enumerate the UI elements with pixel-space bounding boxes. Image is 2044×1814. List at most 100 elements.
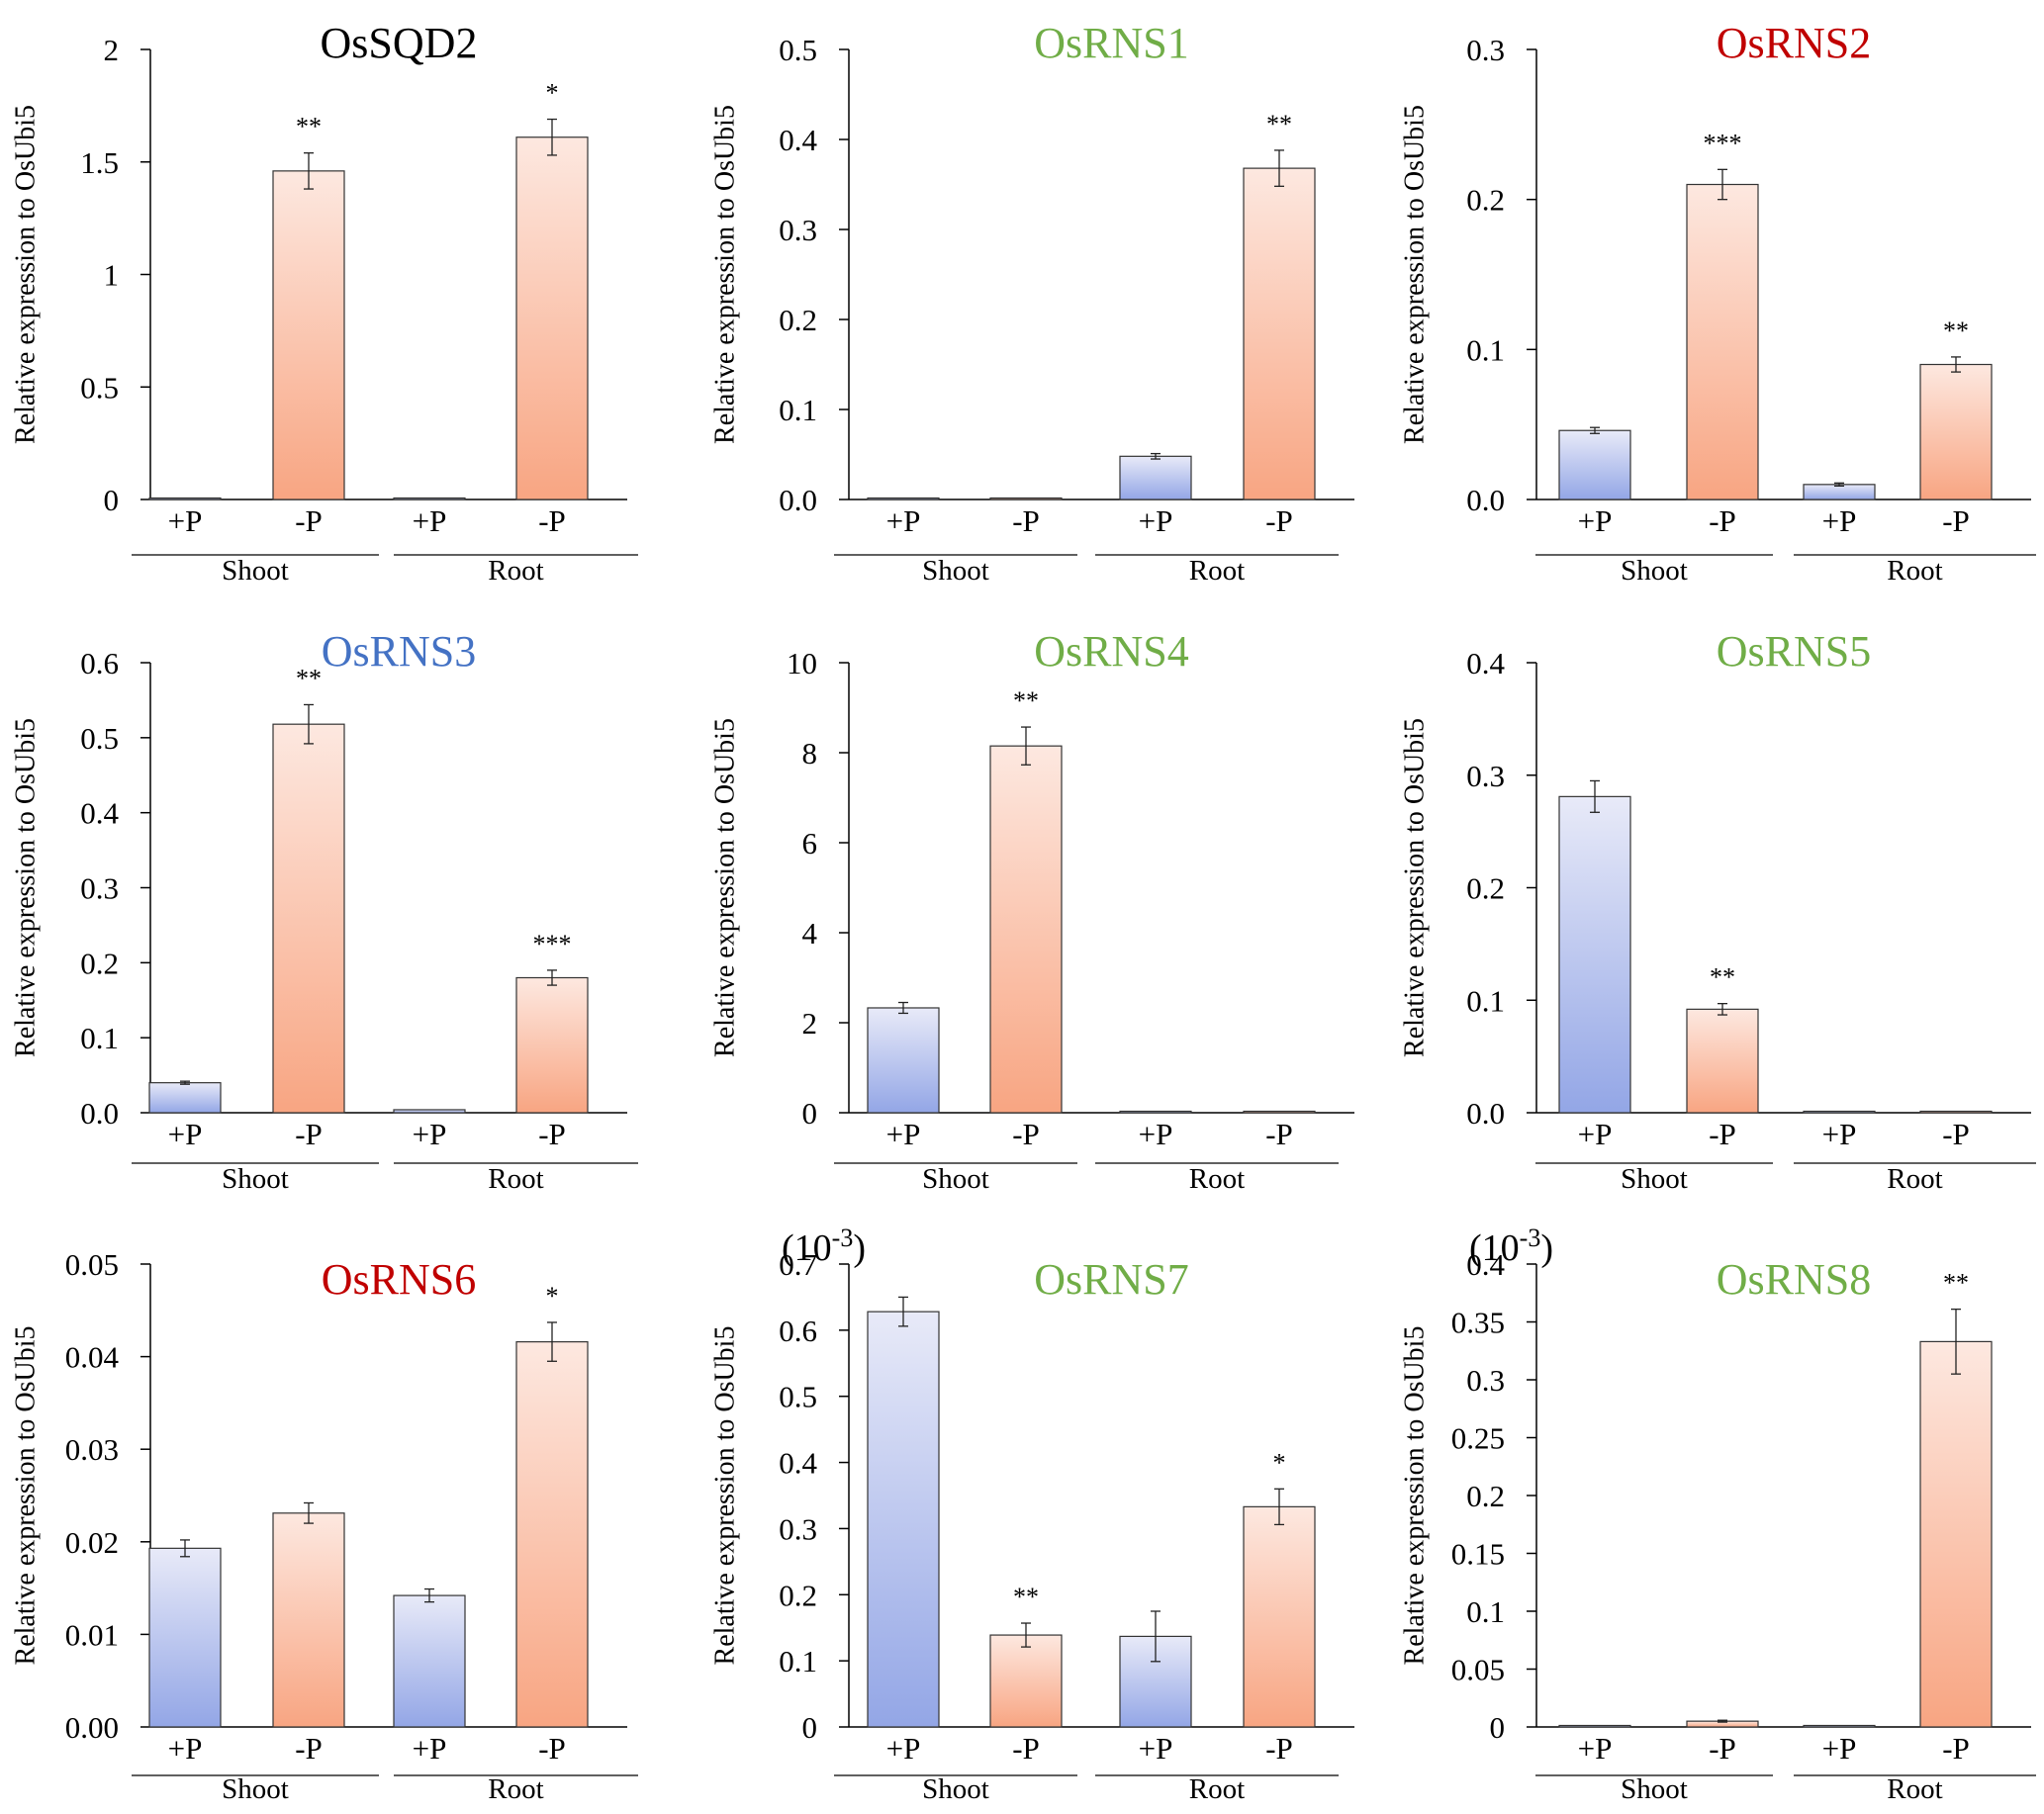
bar--P-Shoot <box>1686 1008 1759 1114</box>
y-tick-label: 0.0 <box>80 1096 119 1131</box>
x-category-label: -P <box>295 1731 323 1766</box>
group-label-shoot: Shoot <box>222 555 289 587</box>
y-tick-label: 0.1 <box>779 1644 817 1678</box>
group-label-shoot: Shoot <box>1621 555 1688 587</box>
y-tick-label: 0.05 <box>1451 1653 1505 1687</box>
y-tick-label: 0.5 <box>779 33 817 67</box>
group-label-root: Root <box>1887 555 1942 587</box>
x-category-label: -P <box>1942 1117 1970 1151</box>
significance-marker: * <box>546 79 559 108</box>
x-category-label: -P <box>1709 1731 1736 1766</box>
y-axis-label: Relative expression to OsUbi5 <box>1399 1326 1430 1666</box>
chart-title: OsRNS5 <box>1717 627 1872 676</box>
x-category-label: +P <box>1822 503 1857 538</box>
bar-+P-Root <box>1119 455 1192 500</box>
y-tick-label: 0.3 <box>80 871 119 906</box>
bar-+P-Shoot <box>1558 795 1631 1114</box>
bar--P-Root <box>515 136 589 500</box>
y-tick-label: 0.1 <box>1466 332 1505 367</box>
x-category-label: -P <box>1709 1117 1736 1151</box>
y-tick-label: 2 <box>104 33 120 67</box>
chart-title: OsRNS3 <box>322 627 477 676</box>
y-axis-label: Relative expression to OsUbi5 <box>709 718 740 1057</box>
y-tick-label: 0.1 <box>80 1021 119 1055</box>
y-tick-label: 0.1 <box>779 393 817 427</box>
bar--P-Root <box>1243 1505 1316 1728</box>
y-tick-label: 0.4 <box>1466 1247 1505 1282</box>
bar--P-Root <box>1243 1110 1316 1114</box>
chart-panel-OsRNS7: 0 0.1 0.2 0.3 0.4 0.5 0.6 0.7 Relative expressio… <box>709 1224 1354 1805</box>
axis-exponent-label: (10-3) <box>1469 1224 1553 1269</box>
chart-title: OsRNS6 <box>322 1255 477 1304</box>
y-tick-label: 0.0 <box>1466 483 1505 517</box>
bar-+P-Shoot <box>148 1082 222 1114</box>
y-tick-label: 0.2 <box>1466 871 1505 906</box>
bar--P-Shoot <box>1686 183 1759 500</box>
significance-marker: *** <box>533 930 572 958</box>
x-category-label: -P <box>1942 503 1970 538</box>
y-tick-label: 0.5 <box>80 721 119 756</box>
y-tick-label: 0.2 <box>1466 183 1505 218</box>
bar--P-Root <box>1919 363 1993 500</box>
significance-marker: ** <box>296 664 322 692</box>
y-tick-label: 0.4 <box>779 123 817 157</box>
x-category-label: -P <box>538 503 566 538</box>
x-category-label: +P <box>886 503 921 538</box>
y-tick-label: 0.0 <box>779 483 817 517</box>
x-category-label: +P <box>1139 1731 1173 1766</box>
bar--P-Root <box>1919 1110 1993 1114</box>
y-tick-label: 0.02 <box>65 1525 119 1560</box>
bar-+P-Shoot <box>1558 429 1631 500</box>
y-tick-label: 0.3 <box>1466 759 1505 793</box>
y-tick-label: 0.00 <box>65 1710 119 1745</box>
chart-title: OsSQD2 <box>321 19 478 67</box>
y-tick-label: 0.1 <box>1466 983 1505 1018</box>
y-tick-label: 0.04 <box>65 1340 120 1375</box>
y-tick-label: 0.05 <box>65 1247 119 1282</box>
bar--P-Shoot <box>272 723 345 1114</box>
y-tick-label: 8 <box>802 736 818 771</box>
y-tick-label: 0.03 <box>65 1432 119 1467</box>
bar--P-Root <box>515 976 589 1114</box>
bar-+P-Shoot <box>867 1007 940 1114</box>
bar-+P-Shoot <box>867 1311 940 1728</box>
x-category-label: +P <box>413 503 447 538</box>
y-tick-label: 0 <box>802 1710 818 1745</box>
bar-+P-Root <box>1119 1110 1192 1114</box>
x-category-label: +P <box>168 1117 203 1151</box>
x-category-label: -P <box>1709 503 1736 538</box>
chart-panel-OsRNS1: 0.0 0.1 0.2 0.3 0.4 0.5 Relative expression to… <box>709 19 1354 587</box>
y-tick-label: 0.5 <box>779 1380 817 1414</box>
x-category-label: +P <box>1578 503 1613 538</box>
y-tick-label: 0.3 <box>779 213 817 247</box>
chart-title: OsRNS2 <box>1717 19 1872 67</box>
y-tick-label: 0.01 <box>65 1617 119 1652</box>
significance-marker: ** <box>1943 317 1969 345</box>
y-tick-label: 4 <box>802 916 818 951</box>
axis-exponent-label: (10-3) <box>782 1224 866 1269</box>
y-tick-label: 0.5 <box>80 370 119 405</box>
x-category-label: +P <box>413 1731 447 1766</box>
y-tick-label: 0.6 <box>779 1314 817 1348</box>
bar--P-Root <box>1919 1340 1993 1728</box>
bar-+P-Root <box>393 1109 466 1114</box>
y-tick-label: 0.25 <box>1451 1421 1505 1456</box>
y-tick-label: 0.4 <box>1466 646 1505 680</box>
y-tick-label: 0.0 <box>1466 1096 1505 1131</box>
x-category-label: -P <box>1265 1731 1293 1766</box>
y-tick-label: 0.1 <box>1466 1594 1505 1629</box>
group-label-root: Root <box>1887 1163 1942 1195</box>
x-category-label: +P <box>413 1117 447 1151</box>
y-tick-label: 0.3 <box>1466 1363 1505 1398</box>
y-tick-label: 1.5 <box>80 145 119 180</box>
significance-marker: ** <box>1710 963 1735 992</box>
chart-panel-OsRNS2: 0.0 0.1 0.2 0.3 Relative expression to OsUbi… <box>1399 19 2036 587</box>
y-tick-label: 0 <box>802 1096 818 1131</box>
x-category-label: +P <box>1578 1731 1613 1766</box>
bar-+P-Root <box>393 497 466 500</box>
y-tick-label: 0.4 <box>779 1446 817 1481</box>
x-category-label: -P <box>1012 1731 1040 1766</box>
bar--P-Shoot <box>989 745 1063 1114</box>
x-category-label: -P <box>1265 1117 1293 1151</box>
